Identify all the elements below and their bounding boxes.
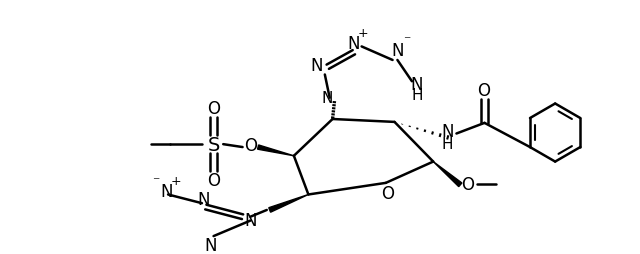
Text: N: N [391,42,404,60]
Text: N: N [160,182,172,200]
Text: ⁻: ⁻ [152,174,159,188]
Text: H: H [411,88,422,103]
Text: O: O [244,137,257,154]
Polygon shape [257,145,294,156]
Text: N: N [311,57,323,74]
Text: H: H [442,136,454,151]
Text: N: N [442,122,454,140]
Text: N: N [204,236,217,254]
Text: N: N [198,190,210,209]
Text: +: + [357,27,368,40]
Text: O: O [461,175,475,193]
Text: +: + [170,175,181,188]
Text: O: O [207,100,220,118]
Polygon shape [433,162,462,187]
Text: N: N [321,91,332,106]
Text: N: N [244,211,257,229]
Polygon shape [269,195,308,212]
Text: ⁻: ⁻ [403,35,411,49]
Text: O: O [477,82,490,100]
Text: N: N [348,34,360,52]
Text: N: N [410,76,423,94]
Text: O: O [381,184,394,202]
Text: S: S [207,135,220,154]
Text: O: O [207,171,220,189]
